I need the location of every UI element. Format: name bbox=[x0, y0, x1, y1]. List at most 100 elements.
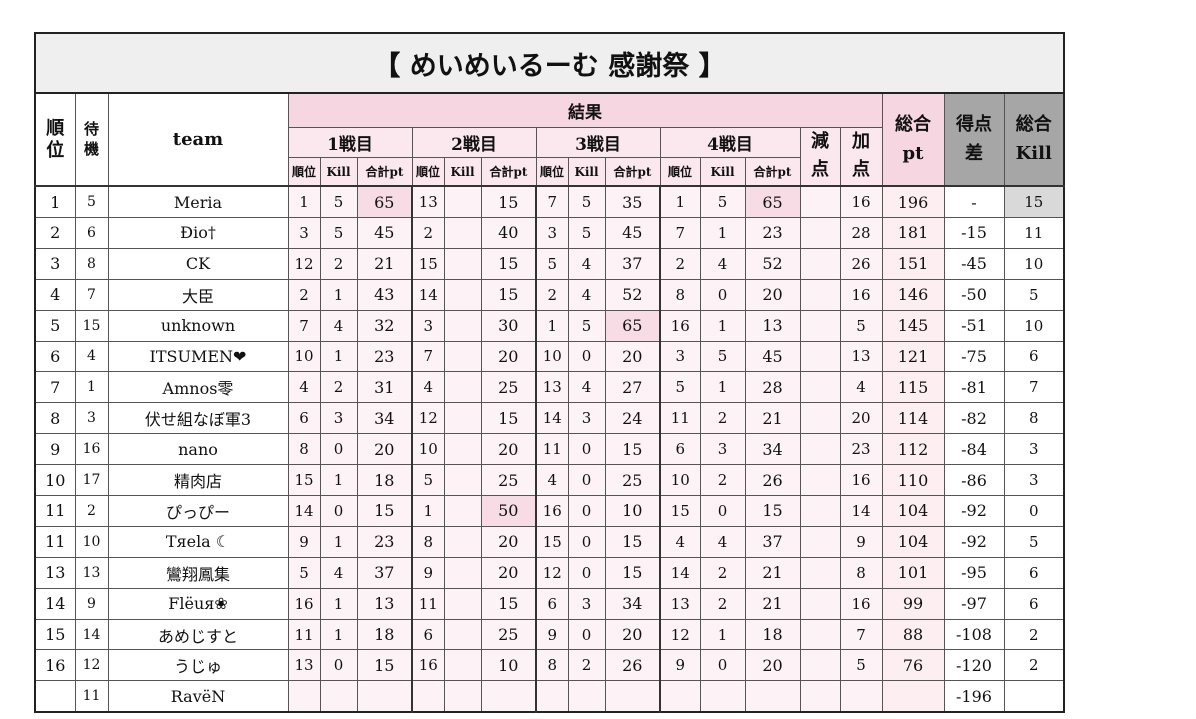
game-rank-cell: 7 bbox=[287, 309, 321, 342]
game-kill-cell bbox=[699, 680, 746, 713]
diff-cell: -82 bbox=[943, 402, 1005, 435]
game-rank-cell: 8 bbox=[659, 278, 701, 311]
wait-cell: 17 bbox=[74, 464, 109, 496]
game-rank-cell: 8 bbox=[411, 525, 445, 558]
game-kill-cell: 1 bbox=[699, 309, 746, 342]
team-name-cell: 伏せ組なぼ軍3 bbox=[107, 402, 289, 435]
game-rank-cell: 14 bbox=[287, 495, 321, 527]
game-pt-cell: 23 bbox=[744, 216, 801, 249]
game-pt-cell: 65 bbox=[356, 185, 413, 218]
game-rank-cell: 11 bbox=[535, 433, 569, 466]
plus-cell: 16 bbox=[839, 587, 883, 620]
game-rank-cell: 9 bbox=[411, 556, 445, 589]
game-rank-cell: 10 bbox=[411, 433, 445, 466]
minus-cell bbox=[799, 247, 841, 280]
wait-cell: 10 bbox=[74, 525, 109, 558]
game-pt-cell: 20 bbox=[744, 278, 801, 311]
game-rank-cell: 15 bbox=[535, 525, 569, 558]
game-rank-cell: 12 bbox=[287, 247, 321, 280]
table-row: 11 10 Tяela ☾ 9 1 23 8 20 15 0 15 4 4 37 9 104 -92 5 bbox=[34, 525, 1065, 558]
game-pt-cell: 26 bbox=[604, 649, 661, 682]
diff-cell: -75 bbox=[943, 340, 1005, 373]
game-kill-cell: 1 bbox=[319, 340, 358, 373]
game-rank-cell: 5 bbox=[287, 556, 321, 589]
game-pt-cell: 21 bbox=[356, 247, 413, 280]
game-pt-cell: 34 bbox=[356, 402, 413, 435]
game-kill-cell bbox=[567, 680, 606, 713]
plus-cell: 16 bbox=[839, 278, 883, 311]
game-pt-cell: 65 bbox=[604, 309, 661, 342]
game-3-header: 3戦目 bbox=[535, 126, 661, 159]
game-kill-cell bbox=[443, 587, 482, 620]
game-kill-cell: 3 bbox=[319, 402, 358, 435]
minus-cell bbox=[799, 618, 841, 651]
game-pt-cell: 45 bbox=[356, 216, 413, 249]
game-kill-cell bbox=[443, 525, 482, 558]
diff-cell: - bbox=[943, 185, 1005, 218]
wait-cell: 14 bbox=[74, 618, 109, 651]
game-kill-cell: 5 bbox=[567, 216, 606, 249]
game-rank-cell: 4 bbox=[535, 464, 569, 496]
game-rank-cell: 11 bbox=[287, 618, 321, 651]
wait-cell: 9 bbox=[74, 587, 109, 620]
table-row: 16 12 うじゅ 13 0 15 16 10 8 2 26 9 0 20 5 76 -120 2 bbox=[34, 649, 1065, 682]
game-pt-cell: 21 bbox=[744, 402, 801, 435]
team-name-cell: RavëN bbox=[107, 680, 289, 713]
wait-cell: 4 bbox=[74, 340, 109, 373]
game-rank-cell: 7 bbox=[659, 216, 701, 249]
total-kill-cell: 5 bbox=[1003, 525, 1065, 558]
game-kill-cell bbox=[443, 649, 482, 682]
minus-cell bbox=[799, 402, 841, 435]
rank-cell: 16 bbox=[34, 649, 76, 682]
minus-cell bbox=[799, 185, 841, 218]
table-row: 1 5 Meria 1 5 65 13 15 7 5 35 1 5 65 16 196-15 bbox=[34, 185, 1065, 218]
total-pt-cell: 114 bbox=[881, 402, 945, 435]
game-pt-cell: 15 bbox=[480, 402, 537, 435]
game-pt-cell: 13 bbox=[356, 587, 413, 620]
game-kill-cell: 1 bbox=[699, 618, 746, 651]
game-kill-cell: 5 bbox=[699, 185, 746, 218]
game-kill-cell bbox=[443, 309, 482, 342]
game-rank-cell: 6 bbox=[411, 618, 445, 651]
plus-cell: 14 bbox=[839, 495, 883, 527]
game-kill-cell: 3 bbox=[699, 433, 746, 466]
plus-cell: 8 bbox=[839, 556, 883, 589]
game-rank-cell: 12 bbox=[659, 618, 701, 651]
game-pt-cell: 45 bbox=[604, 216, 661, 249]
table-row: 13 13 鸞翔鳳集 5 4 37 9 20 12 0 15 14 2 21 8 101 -95 6 bbox=[34, 556, 1065, 589]
game-1-rank-subheader: 順位 bbox=[287, 157, 321, 187]
game-rank-cell: 13 bbox=[659, 587, 701, 620]
team-name-cell: Meria bbox=[107, 185, 289, 218]
total-pt-cell: 145 bbox=[881, 309, 945, 342]
total-pt-cell: 101 bbox=[881, 556, 945, 589]
diff-cell: -108 bbox=[943, 618, 1005, 651]
rank-cell: 8 bbox=[34, 402, 76, 435]
total-kill-cell: 0 bbox=[1003, 495, 1065, 527]
game-pt-cell: 20 bbox=[480, 340, 537, 373]
game-rank-cell bbox=[535, 680, 569, 713]
rank-cell: 2 bbox=[34, 216, 76, 249]
wait-cell: 7 bbox=[74, 278, 109, 311]
game-kill-cell: 4 bbox=[567, 278, 606, 311]
diff-cell: -95 bbox=[943, 556, 1005, 589]
game-3-kill-subheader: Kill bbox=[567, 157, 606, 187]
diff-cell: -120 bbox=[943, 649, 1005, 682]
game-kill-cell: 0 bbox=[699, 278, 746, 311]
game-rank-cell: 9 bbox=[535, 618, 569, 651]
minus-header: 減点 bbox=[799, 126, 841, 187]
game-kill-cell bbox=[443, 278, 482, 311]
plus-cell: 5 bbox=[839, 309, 883, 342]
game-kill-cell: 2 bbox=[699, 464, 746, 496]
team-name-cell: ITSUMEN❤ bbox=[107, 340, 289, 373]
game-rank-cell: 10 bbox=[287, 340, 321, 373]
game-3-rank-subheader: 順位 bbox=[535, 157, 569, 187]
game-rank-cell: 13 bbox=[535, 371, 569, 404]
table-row: 6 4 ITSUMEN❤ 10 1 23 7 20 10 0 20 3 5 45 13 121 -75 6 bbox=[34, 340, 1065, 373]
rank-cell: 15 bbox=[34, 618, 76, 651]
total-pt-header: 総合pt bbox=[881, 92, 945, 187]
game-pt-cell: 40 bbox=[480, 216, 537, 249]
game-pt-cell: 15 bbox=[604, 433, 661, 466]
team-name-cell: 鸞翔鳳集 bbox=[107, 556, 289, 589]
rank-header: 順位 bbox=[34, 92, 76, 187]
game-kill-cell: 0 bbox=[319, 649, 358, 682]
